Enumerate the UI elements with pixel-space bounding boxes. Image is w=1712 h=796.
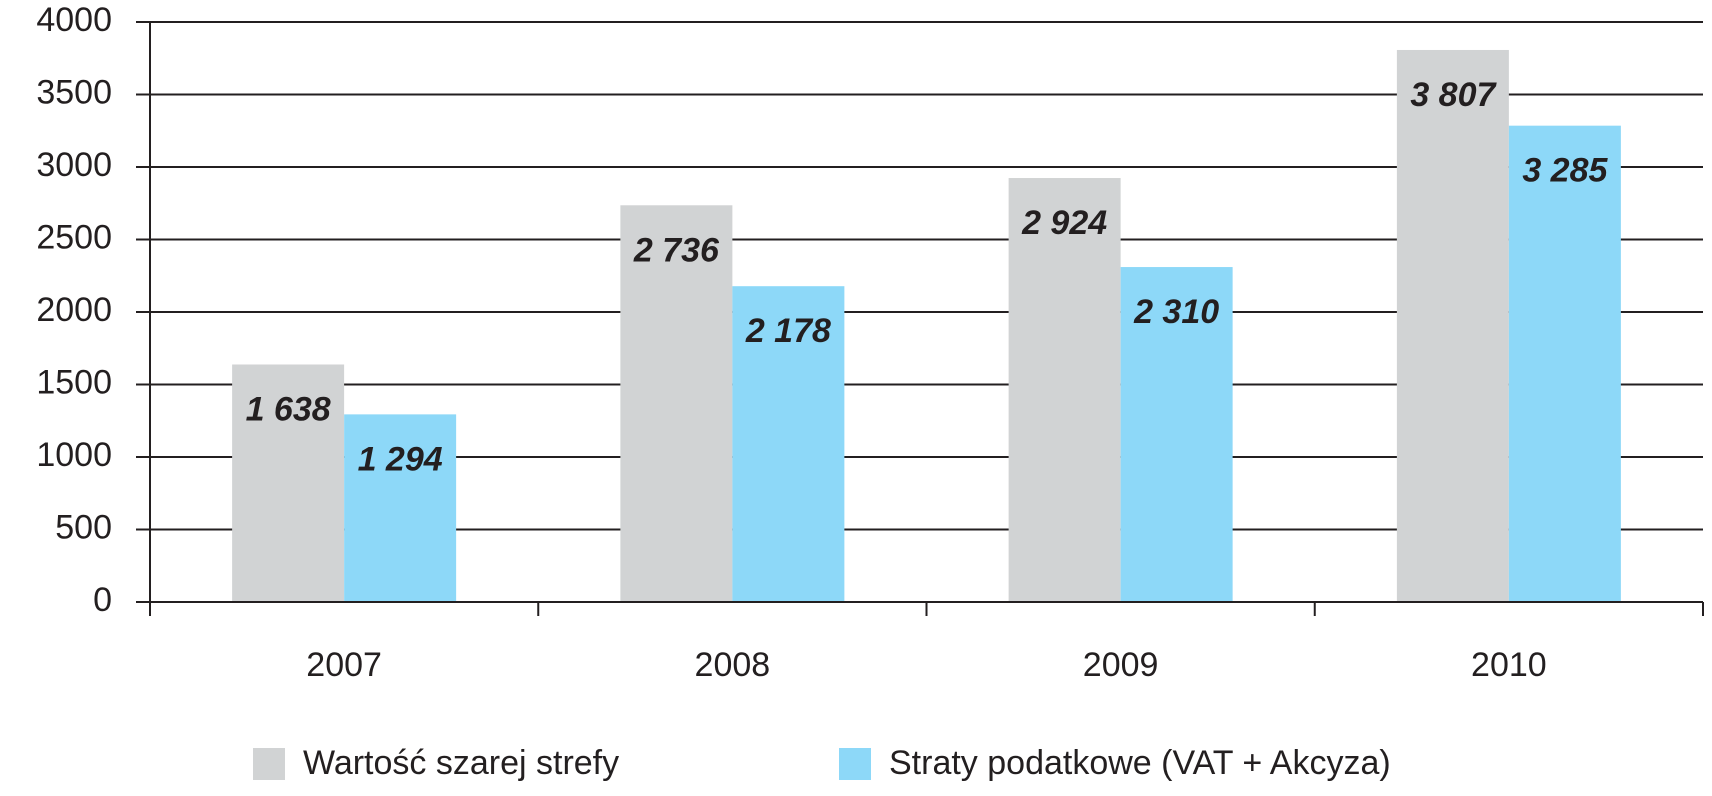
y-tick-label: 1000 bbox=[36, 436, 112, 474]
value-label: 2 310 bbox=[1133, 293, 1219, 331]
y-tick-label: 1500 bbox=[36, 363, 112, 401]
y-tick-label: 500 bbox=[55, 508, 112, 546]
y-tick-label: 2500 bbox=[36, 218, 112, 256]
bar bbox=[620, 205, 733, 602]
value-label: 2 178 bbox=[745, 312, 831, 350]
value-label: 1 638 bbox=[246, 390, 331, 428]
bar bbox=[732, 286, 845, 602]
value-label: 2 924 bbox=[1021, 204, 1107, 242]
y-tick-label: 2000 bbox=[36, 291, 112, 329]
value-label: 3 807 bbox=[1410, 76, 1497, 114]
legend-label: Wartość szarej strefy bbox=[303, 744, 619, 782]
bar bbox=[344, 414, 457, 602]
legend-label: Straty podatkowe (VAT + Akcyza) bbox=[889, 744, 1391, 782]
x-tick-label: 2010 bbox=[1471, 646, 1547, 684]
y-tick-label: 3000 bbox=[36, 146, 112, 184]
bar bbox=[1008, 178, 1121, 602]
x-tick-label: 2007 bbox=[306, 646, 382, 684]
y-tick-label: 0 bbox=[93, 581, 112, 619]
bar bbox=[232, 364, 345, 602]
value-label: 1 294 bbox=[358, 440, 443, 478]
bar bbox=[1120, 267, 1233, 602]
bar bbox=[1396, 49, 1509, 603]
x-tick-label: 2008 bbox=[695, 646, 771, 684]
legend-swatch bbox=[253, 748, 285, 780]
legend-swatch bbox=[839, 748, 871, 780]
value-label: 2 736 bbox=[633, 231, 720, 269]
y-tick-label: 3500 bbox=[36, 73, 112, 111]
y-tick-label: 4000 bbox=[36, 1, 112, 39]
value-label: 3 285 bbox=[1522, 152, 1608, 190]
bar bbox=[1508, 125, 1621, 603]
x-tick-label: 2009 bbox=[1083, 646, 1159, 684]
